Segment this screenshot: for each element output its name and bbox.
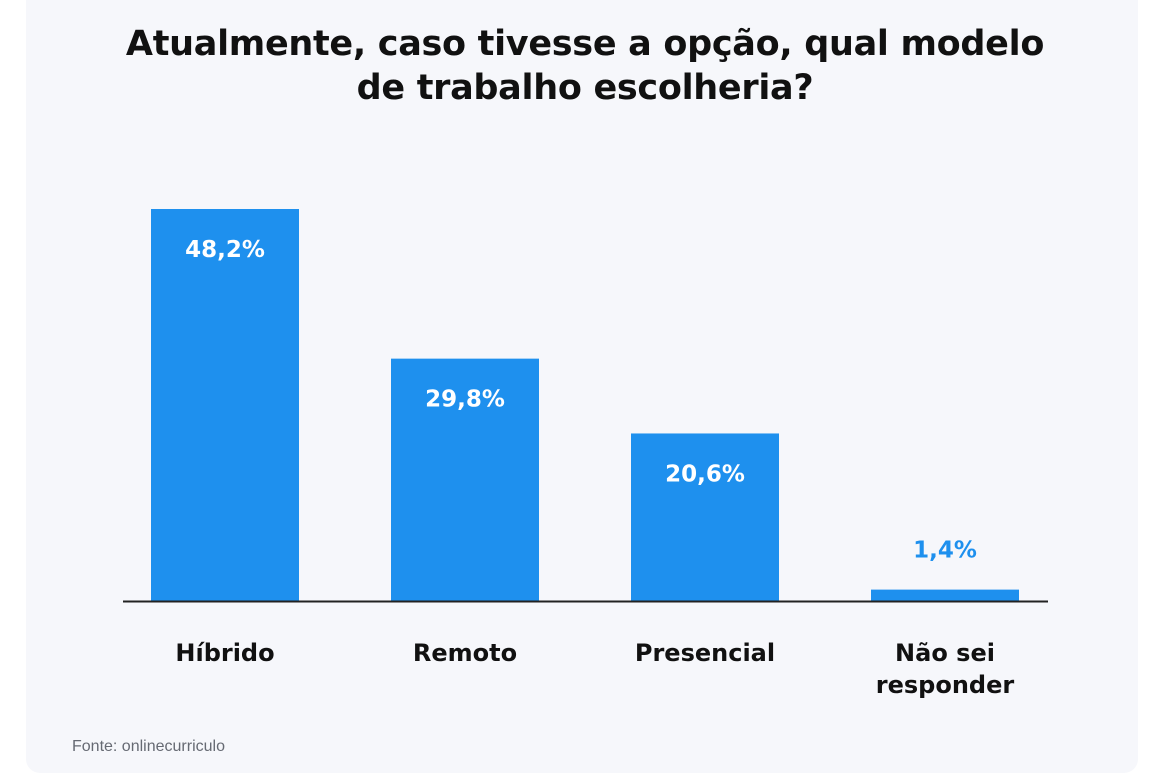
- category-label-3-line-0: Não sei: [895, 639, 995, 667]
- category-label-0: Híbrido: [175, 639, 274, 667]
- bar-value-label-1: 29,8%: [425, 387, 505, 413]
- chart-title-line-2: de trabalho escolheria?: [356, 68, 814, 108]
- bar-1: [391, 358, 539, 601]
- chart-title: Atualmente, caso tivesse a opção, qual m…: [0, 22, 1170, 110]
- category-label-3-line-1: responder: [876, 671, 1015, 699]
- bar-0: [151, 209, 299, 601]
- category-label-1: Remoto: [413, 639, 517, 667]
- bar-value-label-2: 20,6%: [665, 461, 745, 487]
- category-label-2: Presencial: [635, 639, 775, 667]
- bar-value-label-0: 48,2%: [185, 237, 265, 263]
- bar-2: [631, 433, 779, 601]
- chart-title-line-1: Atualmente, caso tivesse a opção, qual m…: [125, 24, 1045, 64]
- source-note: Fonte: onlinecurriculo: [72, 738, 225, 755]
- bar-value-label-3: 1,4%: [913, 538, 977, 564]
- bar-3: [871, 589, 1019, 601]
